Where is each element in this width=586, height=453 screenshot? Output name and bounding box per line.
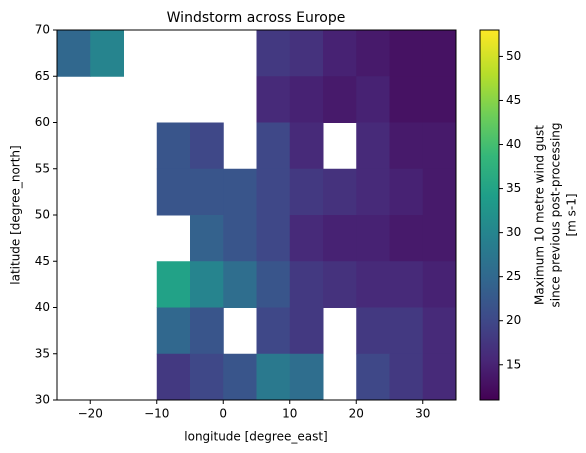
cell [323,76,357,123]
cell [156,353,191,401]
cell [422,122,457,170]
cell [422,76,457,123]
cell [356,307,390,355]
cell [422,215,457,262]
cell [422,353,457,401]
cell [57,30,91,77]
cell [356,261,390,308]
cell [223,261,257,308]
cell [190,122,224,170]
cell [256,168,291,216]
cell [289,215,324,262]
cell [190,307,224,355]
y-tick-label: 60 [35,115,50,129]
cell [223,168,257,216]
cell [356,76,390,123]
y-tick-label: 50 [35,208,50,222]
cell [289,30,324,77]
cell [356,30,390,77]
cell [323,168,357,216]
cell [156,307,191,355]
cell [256,30,291,77]
cell [289,76,324,123]
cell [356,168,390,216]
cell [289,168,324,216]
cell [289,261,324,308]
cell [323,215,357,262]
cell [90,30,124,77]
cell [190,168,224,216]
colorbar-tick-label: 25 [506,269,521,283]
y-tick-label: 70 [35,23,50,37]
y-tick-label: 65 [35,69,50,83]
cell [256,76,291,123]
cell [356,353,390,401]
cell [323,30,357,77]
x-tick-label: −10 [144,407,169,421]
cell [389,76,424,123]
cell [422,307,457,355]
cell [256,215,291,262]
y-tick-label: 35 [35,346,50,360]
cell [422,168,457,216]
cell [422,261,457,308]
x-tick-label: 20 [349,407,364,421]
cell [190,261,224,308]
x-tick-label: 0 [219,407,227,421]
cell [389,168,424,216]
cell [356,122,390,170]
cell [389,307,424,355]
cell [223,353,257,401]
colorbar-tick-label: 15 [506,357,521,371]
cell [389,215,424,262]
x-tick-label: −20 [78,407,103,421]
colorbar-label: [m s-1] [565,193,579,236]
cell [156,122,191,170]
colorbar-tick-label: 45 [506,93,521,107]
colorbar-tick-label: 30 [506,225,521,239]
cell [223,215,257,262]
cell [289,122,324,170]
cell [289,353,324,401]
colorbar-tick-label: 40 [506,137,521,151]
cell [389,122,424,170]
cell [389,353,424,401]
cell [256,353,291,401]
y-tick-label: 30 [35,393,50,407]
x-tick-label: 10 [282,407,297,421]
chart-title: Windstorm across Europe [167,10,346,26]
cell [389,261,424,308]
cell [156,261,191,308]
cell [256,261,291,308]
colorbar-tick-label: 20 [506,313,521,327]
colorbar-label: Maximum 10 metre wind gust [533,125,547,305]
x-axis-label: longitude [degree_east] [184,430,327,444]
y-tick-label: 45 [35,254,50,268]
x-tick-label: 30 [415,407,430,421]
cell [256,307,291,355]
colorbar [479,29,500,401]
cell [356,215,390,262]
y-tick-label: 55 [35,161,50,175]
y-axis-label: latitude [degree_north] [9,145,23,284]
cell [289,307,324,355]
cell [256,122,291,170]
colorbar-tick-label: 50 [506,49,521,63]
cell [190,215,224,262]
y-tick-label: 40 [35,300,50,314]
colorbar-label: since previous post-processing [549,122,563,307]
cell [156,168,191,216]
cell [190,353,224,401]
cell [422,30,457,77]
cell [323,261,357,308]
cell [389,30,424,77]
colorbar-tick-label: 35 [506,181,521,195]
